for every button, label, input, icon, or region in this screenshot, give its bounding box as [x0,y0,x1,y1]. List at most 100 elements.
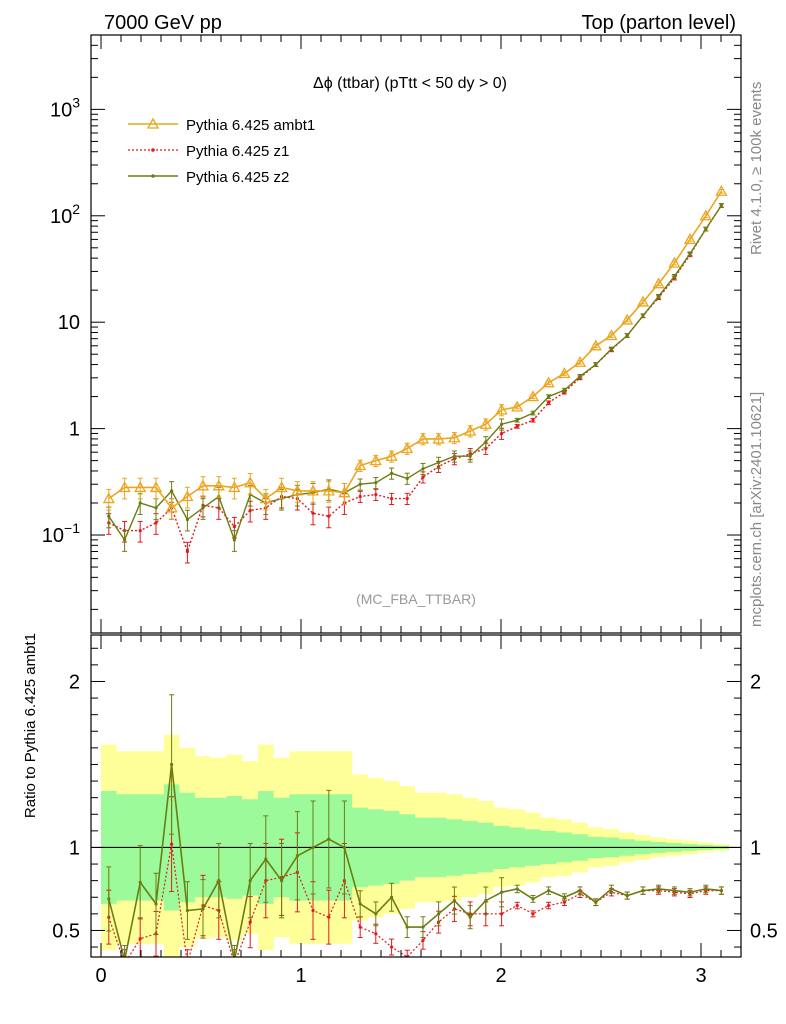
data-point-z1 [248,508,252,513]
data-point-z1 [327,514,331,518]
ratio-point-z2 [500,890,504,894]
data-point-ambt1 [102,492,115,504]
data-point-z2 [421,467,425,471]
ratio-point-z1 [138,937,142,941]
header-left: 7000 GeV pp [104,12,222,34]
mcplots-label: mcplots.cern.ch [arXiv:2401.10621] [748,392,765,627]
data-point-ambt1 [228,481,241,493]
data-point-z1 [390,496,394,501]
legend-entry-z2: Pythia 6.425 z2 [128,169,289,186]
ratio-point-z2 [562,895,567,899]
main-y-tick-label: 103 [50,94,80,121]
ratio-point-z2 [657,887,661,891]
data-point-ambt1 [338,486,351,498]
data-point-z2 [201,506,205,510]
main-series-group [102,184,728,564]
data-point-ambt1 [118,481,131,493]
legend-label-ambt1: Pythia 6.425 ambt1 [186,117,315,134]
ratio-point-z2 [170,762,174,767]
ratio-point-z2 [311,845,315,850]
data-point-z1 [405,496,409,501]
ratio-point-z1 [531,912,535,916]
ratio-point-z1 [233,962,236,965]
ratio-point-z2 [547,889,551,893]
data-point-ambt1 [322,484,335,496]
data-point-ambt1 [526,390,540,402]
data-point-ambt1 [196,479,210,491]
data-point-ambt1 [165,501,178,513]
ratio-point-z2 [248,879,252,883]
ratio-point-z2 [201,907,205,911]
ratio-point-z1 [170,842,174,846]
ratio-point-z2 [107,897,111,901]
data-point-ambt1 [259,492,272,504]
data-point-z2 [625,333,629,338]
legend-marker-z1 [151,148,155,152]
series-line-ambt1 [108,190,723,510]
ratio-point-z1 [515,903,519,908]
data-point-z1 [547,401,551,405]
data-point-z2 [657,294,661,298]
ratio-point-z2 [154,902,158,906]
data-point-z2 [578,374,582,378]
data-point-ambt1 [306,484,320,496]
data-point-z1 [374,492,378,497]
ratio-line-z2 [108,764,722,957]
data-point-z2 [500,422,504,426]
data-point-z2 [641,314,645,318]
data-point-z1 [500,431,504,436]
ratio-point-z1 [374,932,378,936]
data-point-ambt1 [558,367,571,379]
ratio-point-z2 [374,912,378,916]
data-point-ambt1 [699,209,712,221]
data-point-z2 [452,454,456,458]
legend-entry-ambt1: Pythia 6.425 ambt1 [128,117,315,134]
x-tick-label: 1 [295,965,306,987]
ratio-point-z2 [123,959,126,962]
data-point-z2 [405,476,409,481]
data-point-ambt1 [621,313,634,325]
ratio-y-tick-label-right: 2 [750,671,761,693]
data-point-z2 [437,460,441,465]
x-tick-label: 3 [695,965,706,987]
data-point-ambt1 [668,256,681,268]
ratio-point-z2 [625,893,629,898]
ratio-point-z2 [138,880,142,884]
data-point-ambt1 [354,459,367,471]
data-point-ambt1 [416,432,430,444]
ratio-point-z2 [484,898,488,903]
ratio-point-z1 [358,925,362,929]
main-y-tick-label: 10 [58,312,80,334]
data-point-ambt1 [589,339,602,351]
data-point-ambt1 [652,277,665,289]
data-point-ambt1 [275,481,288,493]
data-point-z2 [719,203,724,208]
ratio-y-tick-label-left: 2 [69,671,80,693]
data-point-z2 [358,482,362,486]
main-panel: 10−1 1 10 102 103 Δϕ (ttbar) (pTtt < 50 dy >… [42,34,742,634]
data-point-z2 [154,506,158,510]
data-point-ambt1 [636,295,650,307]
data-point-z2 [594,362,598,367]
data-point-z2 [688,252,692,256]
header-right: Top (parton level) [581,12,736,34]
ratio-point-z2 [405,925,409,929]
data-point-ambt1 [244,476,257,488]
ratio-y-label: Ratio to Pythia 6.425 ambt1 [22,633,39,818]
main-axis-ticks: 10−1 1 10 102 103 [42,34,742,633]
data-point-ambt1 [212,479,225,491]
plot-title: Δϕ (ttbar) (pTtt < 50 dy > 0) [313,75,507,92]
ratio-point-z2 [688,890,692,894]
data-point-z1 [311,511,315,515]
ratio-point-z2 [327,837,331,841]
data-point-z2 [374,481,378,485]
data-point-ambt1 [181,490,194,502]
ratio-point-z2 [641,889,645,893]
data-point-z2 [468,454,472,458]
data-point-ambt1 [479,417,492,429]
ratio-point-z2 [515,887,519,891]
ratio-point-z1 [123,962,126,965]
data-point-z1 [185,549,189,554]
data-point-z2 [390,471,394,475]
